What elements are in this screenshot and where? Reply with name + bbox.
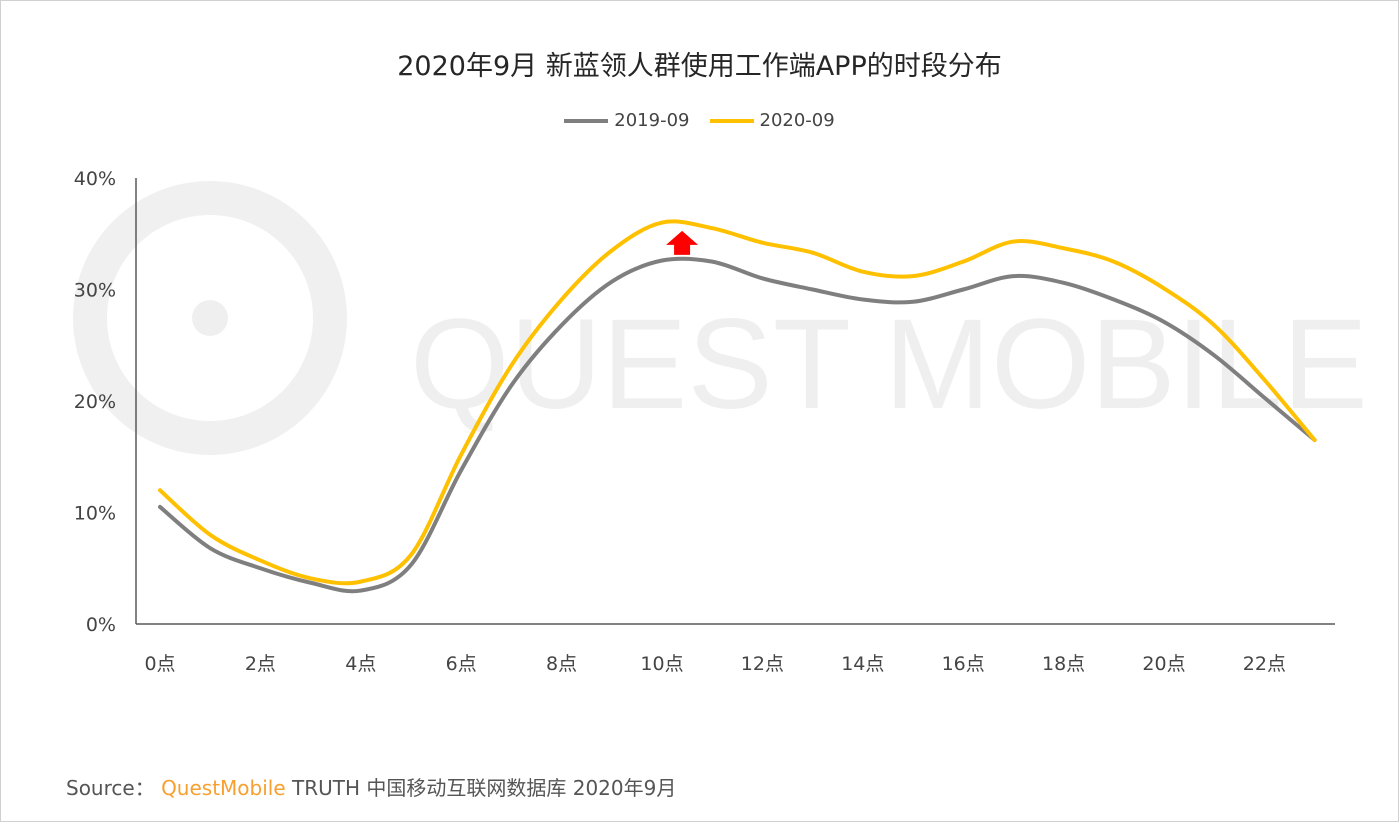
y-tick-label: 0% xyxy=(86,614,116,636)
x-tick-label: 22点 xyxy=(1243,653,1286,675)
source-prefix: Source： xyxy=(66,776,155,800)
watermark-logo-icon xyxy=(73,181,347,455)
legend-label: 2019-09 xyxy=(614,110,690,131)
x-tick-label: 6点 xyxy=(446,653,477,675)
x-tick-label: 4点 xyxy=(345,653,376,675)
legend-swatch xyxy=(709,118,754,123)
y-tick-label: 10% xyxy=(74,503,116,525)
legend-item-2019: 2019-09 xyxy=(564,110,690,131)
x-tick-label: 10点 xyxy=(640,653,683,675)
watermark-logo-dot xyxy=(192,300,228,336)
x-tick-label: 2点 xyxy=(245,653,276,675)
x-tick-label: 20点 xyxy=(1142,653,1185,675)
source-brand: QuestMobile xyxy=(161,776,286,800)
legend-swatch xyxy=(564,118,609,123)
x-tick-label: 0点 xyxy=(144,653,175,675)
y-tick-label: 20% xyxy=(74,391,116,413)
x-tick-label: 18点 xyxy=(1042,653,1085,675)
x-tick-label: 14点 xyxy=(841,653,884,675)
source-note: Source： QuestMobile TRUTH 中国移动互联网数据库 202… xyxy=(66,772,676,801)
chart-title: 2020年9月 新蓝领人群使用工作端APP的时段分布 xyxy=(397,51,1002,82)
legend-label: 2020-09 xyxy=(759,110,835,131)
x-tick-label: 16点 xyxy=(942,653,985,675)
y-tick-label: 30% xyxy=(74,280,116,302)
legend: 2019-09 2020-09 xyxy=(0,110,1399,131)
source-text: TRUTH 中国移动互联网数据库 2020年9月 xyxy=(292,776,677,800)
y-tick-label: 40% xyxy=(74,168,116,190)
legend-item-2020: 2020-09 xyxy=(709,110,835,131)
x-tick-label: 12点 xyxy=(741,653,784,675)
series-line-2020-09 xyxy=(158,219,1317,586)
x-tick-label: 8点 xyxy=(546,653,577,675)
series-line-2019-09 xyxy=(158,256,1317,594)
up-arrow-icon xyxy=(666,230,699,255)
